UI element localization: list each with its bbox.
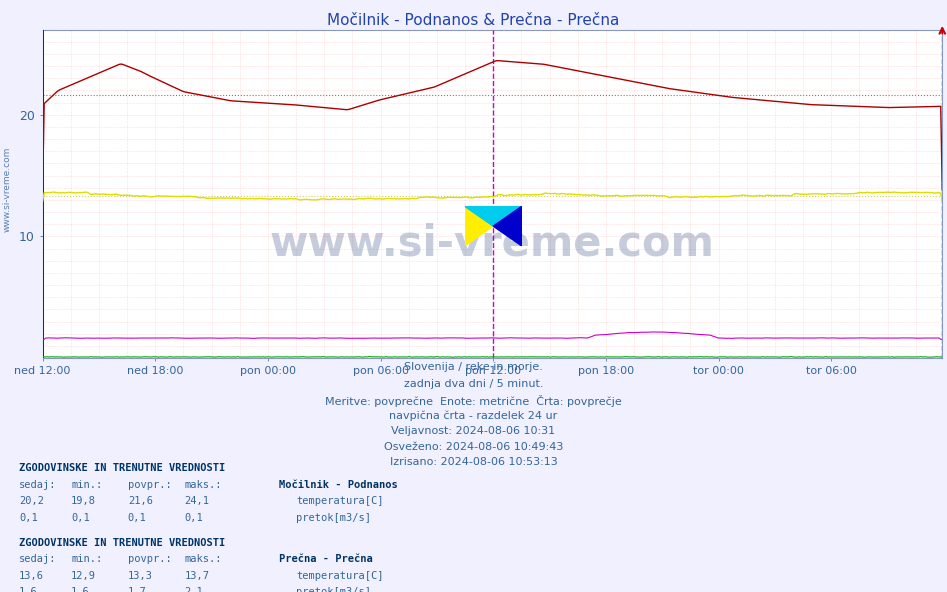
Text: 0,1: 0,1 [71,513,90,523]
Text: maks.:: maks.: [185,480,223,490]
Text: min.:: min.: [71,480,102,490]
Polygon shape [465,207,522,226]
Text: 1,7: 1,7 [128,587,147,592]
Text: navpična črta - razdelek 24 ur: navpična črta - razdelek 24 ur [389,411,558,422]
Text: www.si-vreme.com: www.si-vreme.com [270,222,715,264]
Text: 12,9: 12,9 [71,571,96,581]
Text: 13,6: 13,6 [19,571,44,581]
Text: 1,6: 1,6 [19,587,38,592]
Text: 19,8: 19,8 [71,496,96,506]
Text: Močilnik - Podnanos: Močilnik - Podnanos [279,480,398,490]
Text: sedaj:: sedaj: [19,480,57,490]
Text: povpr.:: povpr.: [128,554,171,564]
Polygon shape [493,207,522,246]
Text: pretok[m3/s]: pretok[m3/s] [296,513,371,523]
Text: 0,1: 0,1 [185,513,204,523]
Text: 13,7: 13,7 [185,571,209,581]
Text: ZGODOVINSKE IN TRENUTNE VREDNOSTI: ZGODOVINSKE IN TRENUTNE VREDNOSTI [19,538,225,548]
Text: povpr.:: povpr.: [128,480,171,490]
Text: zadnja dva dni / 5 minut.: zadnja dva dni / 5 minut. [403,379,544,389]
Text: 1,6: 1,6 [71,587,90,592]
Text: 13,3: 13,3 [128,571,152,581]
Text: 0,1: 0,1 [19,513,38,523]
Text: pretok[m3/s]: pretok[m3/s] [296,587,371,592]
Text: sedaj:: sedaj: [19,554,57,564]
Text: temperatura[C]: temperatura[C] [296,496,384,506]
Text: Slovenija / reke in morje.: Slovenija / reke in morje. [404,362,543,372]
Text: Osveženo: 2024-08-06 10:49:43: Osveženo: 2024-08-06 10:49:43 [384,442,563,452]
Text: 2,1: 2,1 [185,587,204,592]
Polygon shape [465,207,493,246]
Text: ZGODOVINSKE IN TRENUTNE VREDNOSTI: ZGODOVINSKE IN TRENUTNE VREDNOSTI [19,463,225,473]
Text: Veljavnost: 2024-08-06 10:31: Veljavnost: 2024-08-06 10:31 [391,426,556,436]
Text: Izrisano: 2024-08-06 10:53:13: Izrisano: 2024-08-06 10:53:13 [389,457,558,467]
Text: 20,2: 20,2 [19,496,44,506]
Text: Meritve: povprečne  Enote: metrične  Črta: povprečje: Meritve: povprečne Enote: metrične Črta:… [325,395,622,407]
Text: 21,6: 21,6 [128,496,152,506]
Text: temperatura[C]: temperatura[C] [296,571,384,581]
Text: min.:: min.: [71,554,102,564]
Text: 0,1: 0,1 [128,513,147,523]
Text: Prečna - Prečna: Prečna - Prečna [279,554,373,564]
Text: 24,1: 24,1 [185,496,209,506]
Text: maks.:: maks.: [185,554,223,564]
Text: Močilnik - Podnanos & Prečna - Prečna: Močilnik - Podnanos & Prečna - Prečna [328,13,619,28]
Text: www.si-vreme.com: www.si-vreme.com [3,147,12,232]
